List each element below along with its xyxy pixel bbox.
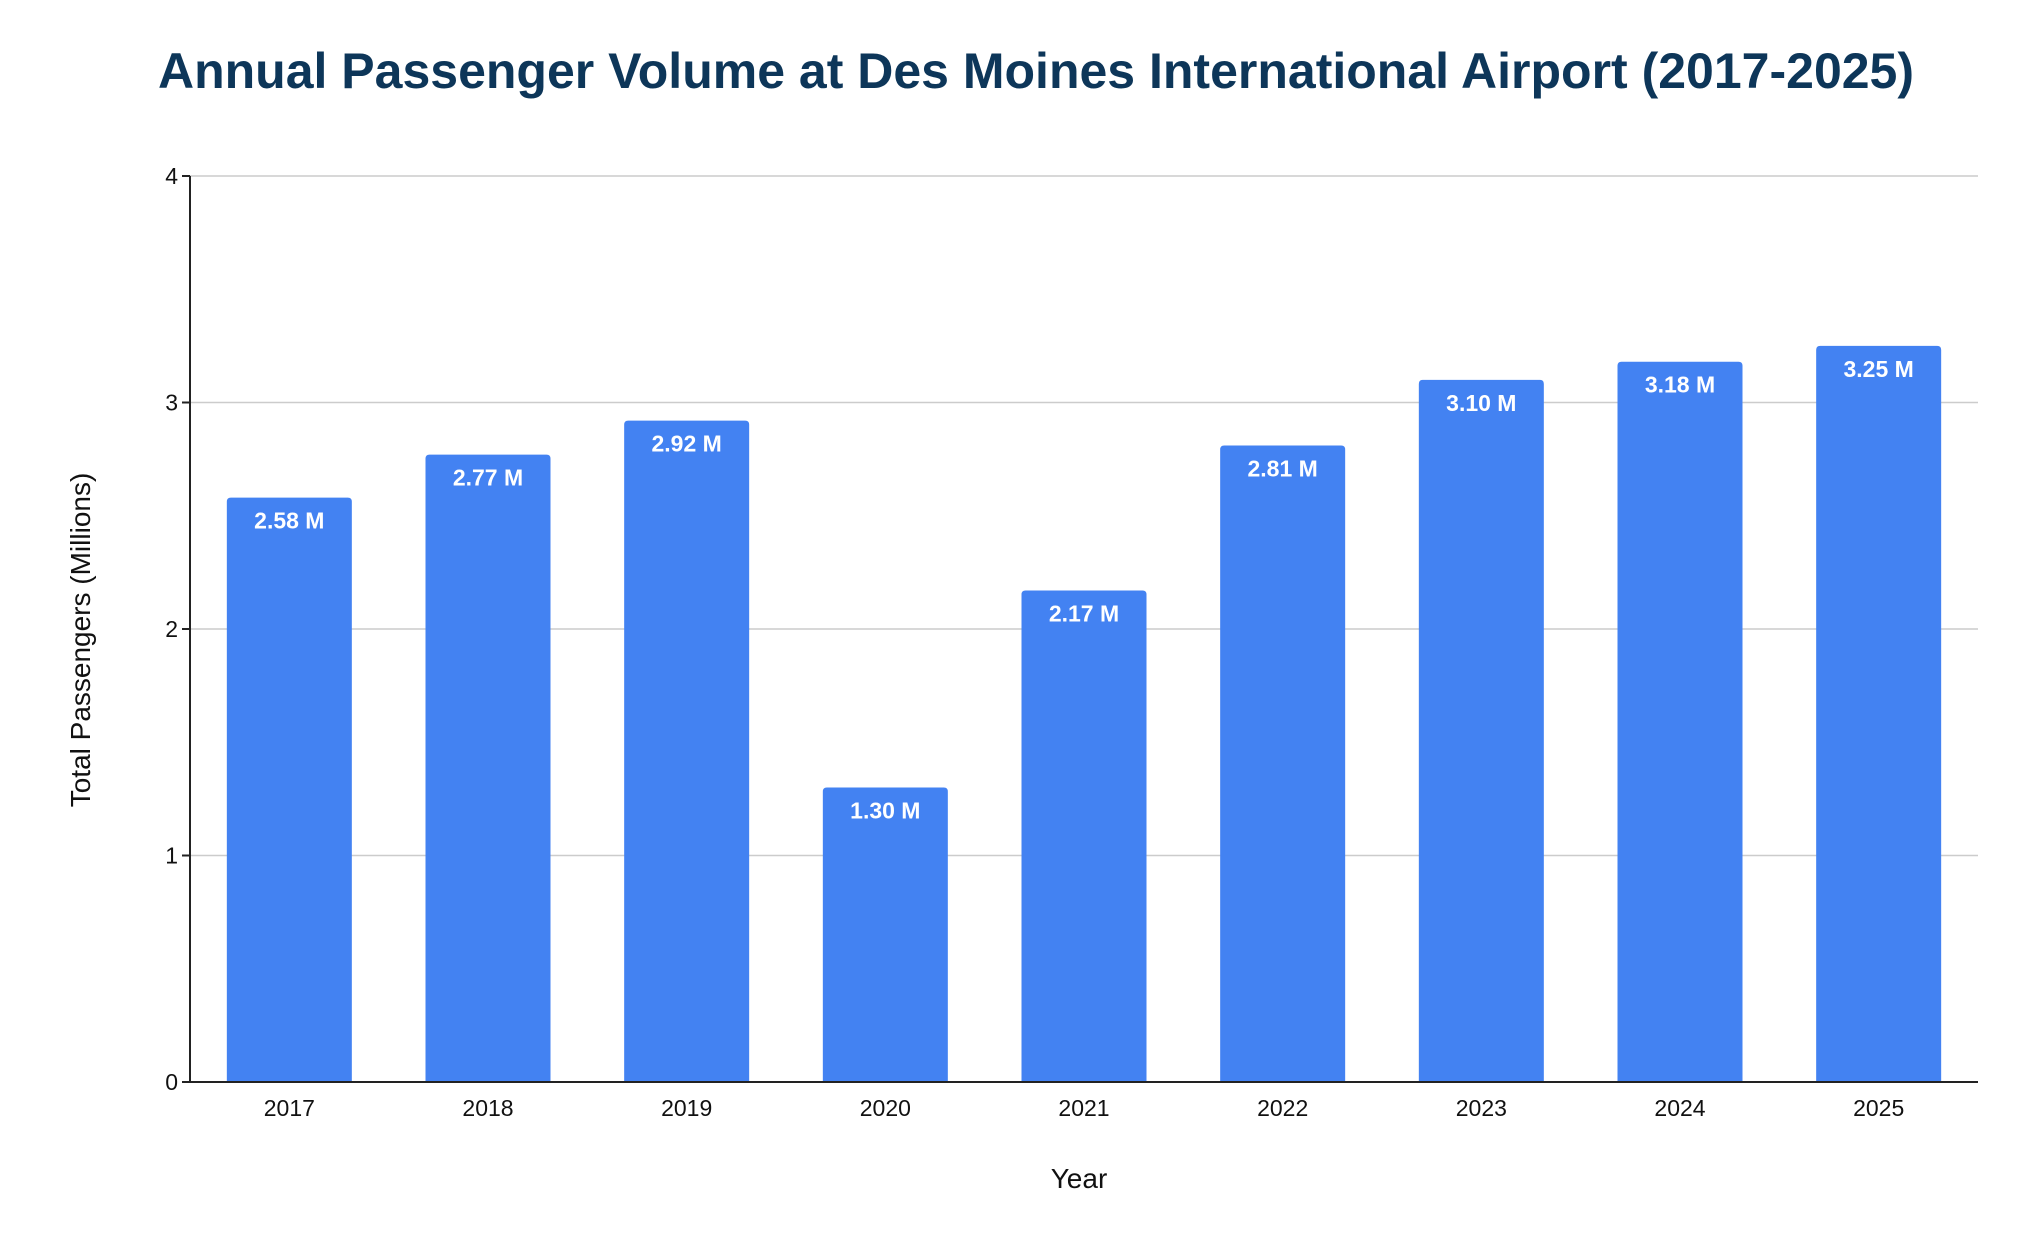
tick-labels: 0 1 2 3 4 2017 2018 2019 2020 2021 2022 2023 2024 202… xyxy=(165,163,1904,1121)
bar-2020 xyxy=(822,787,948,1082)
data-label-2019: 2.92 M xyxy=(652,431,722,457)
y-axis-title: Total Passengers (Millions) xyxy=(65,473,96,808)
axes xyxy=(182,175,1978,1083)
x-tick-label-2023: 2023 xyxy=(1456,1095,1507,1121)
bar-2019 xyxy=(624,420,750,1082)
data-label-2025: 3.25 M xyxy=(1844,356,1914,382)
data-label-2020: 1.30 M xyxy=(850,798,920,824)
bar-group-2019: 2.92 M xyxy=(624,420,750,1082)
y-tick-label-4: 4 xyxy=(165,163,178,189)
y-tick-label-1: 1 xyxy=(165,843,178,869)
chart-title: Annual Passenger Volume at Des Moines In… xyxy=(158,43,1914,99)
bar-group-2021: 2.17 M xyxy=(1021,590,1147,1082)
bar-group-2017: 2.58 M xyxy=(226,497,352,1082)
bar-2018 xyxy=(425,454,551,1083)
data-label-2021: 2.17 M xyxy=(1049,600,1119,626)
x-tick-label-2017: 2017 xyxy=(264,1095,315,1121)
x-tick-label-2025: 2025 xyxy=(1853,1095,1904,1121)
bar-group-2022: 2.81 M xyxy=(1220,445,1346,1082)
data-label-2018: 2.77 M xyxy=(453,465,523,491)
x-tick-label-2019: 2019 xyxy=(661,1095,712,1121)
bar-group-2024: 3.18 M xyxy=(1617,361,1743,1083)
bar-group-2018: 2.77 M xyxy=(425,454,551,1083)
y-tick-label-2: 2 xyxy=(165,616,178,642)
x-tick-label-2020: 2020 xyxy=(860,1095,911,1121)
bar-2024 xyxy=(1617,361,1743,1083)
y-tick-label-3: 3 xyxy=(165,390,178,416)
x-tick-label-2021: 2021 xyxy=(1058,1095,1109,1121)
bar-2017 xyxy=(226,497,352,1082)
bar-2022 xyxy=(1220,445,1346,1082)
data-label-2017: 2.58 M xyxy=(254,508,324,534)
bar-2021 xyxy=(1021,590,1147,1082)
bar-2025 xyxy=(1816,345,1942,1082)
bars: 2.58 M 2.77 M 2.92 M 1.30 M 2.17 M 2.81 M 3.10… xyxy=(226,345,1942,1083)
data-label-2023: 3.10 M xyxy=(1446,390,1516,416)
x-tick-label-2024: 2024 xyxy=(1654,1095,1705,1121)
y-tick-label-0: 0 xyxy=(165,1069,178,1095)
x-tick-label-2022: 2022 xyxy=(1257,1095,1308,1121)
bar-group-2023: 3.10 M xyxy=(1418,379,1544,1083)
x-tick-label-2018: 2018 xyxy=(462,1095,513,1121)
bar-group-2020: 1.30 M xyxy=(822,787,948,1082)
data-label-2024: 3.18 M xyxy=(1645,372,1715,398)
bar-2023 xyxy=(1418,379,1544,1083)
data-label-2022: 2.81 M xyxy=(1248,456,1318,482)
bar-group-2025: 3.25 M xyxy=(1816,345,1942,1082)
x-axis-title: Year xyxy=(1051,1163,1108,1194)
